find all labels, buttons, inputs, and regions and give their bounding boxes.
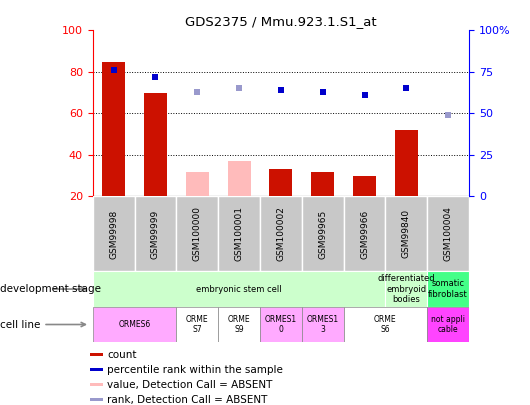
Text: GSM100002: GSM100002 <box>277 207 285 261</box>
Text: GSM100001: GSM100001 <box>235 207 244 261</box>
Bar <box>102 62 125 196</box>
Bar <box>302 307 343 342</box>
Text: ORMES1
0: ORMES1 0 <box>265 315 297 334</box>
Bar <box>176 196 218 271</box>
Text: ORMES6: ORMES6 <box>118 320 151 329</box>
Text: count: count <box>107 350 137 360</box>
Bar <box>176 307 218 342</box>
Text: differentiated
embryoid
bodies: differentiated embryoid bodies <box>377 274 435 304</box>
Bar <box>343 196 385 271</box>
Bar <box>343 307 427 342</box>
Bar <box>385 196 427 271</box>
Text: rank, Detection Call = ABSENT: rank, Detection Call = ABSENT <box>107 395 268 405</box>
Text: ORME
S6: ORME S6 <box>374 315 397 334</box>
Bar <box>90 368 103 371</box>
Text: embryonic stem cell: embryonic stem cell <box>196 285 282 294</box>
Text: development stage: development stage <box>0 284 101 294</box>
Bar <box>395 130 418 196</box>
Text: ORME
S9: ORME S9 <box>228 315 250 334</box>
Text: cell line: cell line <box>0 320 85 330</box>
Bar <box>93 307 176 342</box>
Bar <box>144 93 167 196</box>
Bar <box>427 307 469 342</box>
Bar <box>218 307 260 342</box>
Bar <box>269 169 293 196</box>
Bar <box>311 172 334 196</box>
Text: GSM99999: GSM99999 <box>151 209 160 258</box>
Bar <box>186 172 209 196</box>
Bar <box>218 196 260 271</box>
Text: ORME
S7: ORME S7 <box>186 315 209 334</box>
Bar <box>227 161 251 196</box>
Bar <box>437 196 460 236</box>
Bar <box>427 271 469 307</box>
Text: GSM99840: GSM99840 <box>402 209 411 258</box>
Text: ORMES1
3: ORMES1 3 <box>307 315 339 334</box>
Title: GDS2375 / Mmu.923.1.S1_at: GDS2375 / Mmu.923.1.S1_at <box>185 15 377 28</box>
Text: GSM99966: GSM99966 <box>360 209 369 258</box>
Bar <box>93 196 135 271</box>
Bar <box>260 307 302 342</box>
Bar <box>302 196 343 271</box>
Bar <box>93 271 385 307</box>
Text: GSM100004: GSM100004 <box>444 207 453 261</box>
Bar <box>90 399 103 401</box>
Bar <box>90 384 103 386</box>
Bar <box>135 196 176 271</box>
Bar <box>427 196 469 271</box>
Text: GSM100000: GSM100000 <box>193 207 202 261</box>
Text: value, Detection Call = ABSENT: value, Detection Call = ABSENT <box>107 380 272 390</box>
Bar <box>385 271 427 307</box>
Text: not appli
cable: not appli cable <box>431 315 465 334</box>
Bar <box>353 176 376 196</box>
Bar <box>90 353 103 356</box>
Text: GSM99965: GSM99965 <box>318 209 327 258</box>
Text: percentile rank within the sample: percentile rank within the sample <box>107 365 283 375</box>
Bar <box>260 196 302 271</box>
Text: GSM99998: GSM99998 <box>109 209 118 258</box>
Text: somatic
fibroblast: somatic fibroblast <box>428 279 468 299</box>
